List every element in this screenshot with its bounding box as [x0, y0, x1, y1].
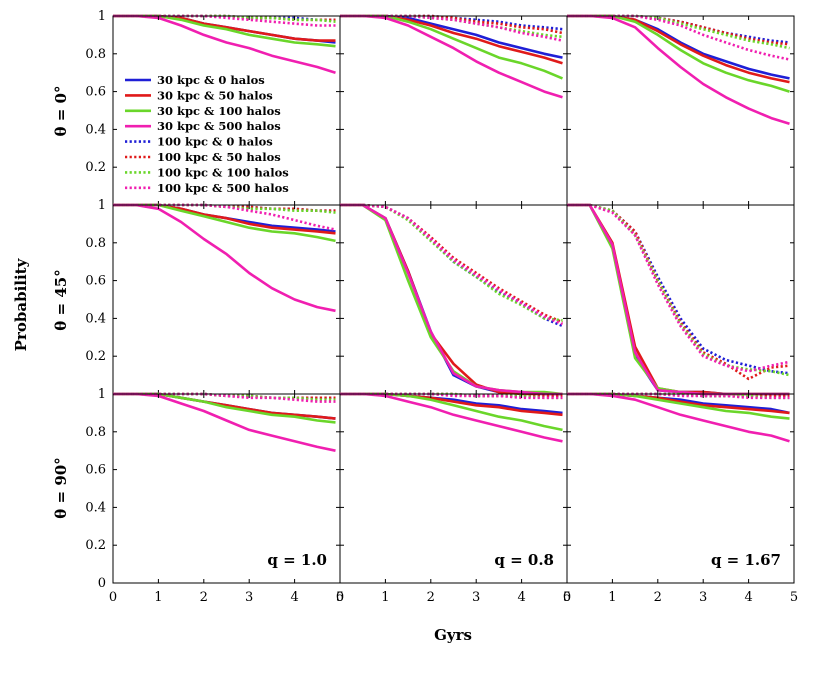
x-tick-label: 2: [654, 590, 662, 605]
y-tick-label: 0.2: [85, 538, 106, 553]
y-tick-label: 0.4: [85, 500, 106, 515]
legend-label: 30 kpc & 500 halos: [157, 119, 281, 133]
y-tick-label: 0.6: [85, 85, 106, 100]
series-line-r1c0-3: [113, 203, 336, 313]
x-tick-label: 3: [699, 590, 707, 605]
x-tick-label: 5: [563, 590, 571, 605]
panel-r1-c2: [566, 203, 795, 396]
legend-label: 100 kpc & 0 halos: [157, 135, 273, 149]
panel-frame: [339, 204, 568, 395]
x-tick-label: 5: [336, 590, 344, 605]
y-tick-label: 0.6: [85, 274, 106, 289]
legend-label: 100 kpc & 500 halos: [157, 181, 289, 195]
x-tick-label: 4: [517, 590, 525, 605]
panel-frame: [566, 204, 795, 395]
y-tick-label: 0.8: [85, 236, 106, 251]
series-line-r1c2-6: [567, 203, 790, 377]
series-line-r1c2-5: [567, 203, 790, 381]
y-tick-label: 0.2: [85, 160, 106, 175]
panel-r0-c0: 0.2 0.4 0.6 0.8 1: [85, 9, 341, 206]
legend-label: 30 kpc & 0 halos: [157, 73, 265, 87]
series-line-r1c2-7: [567, 203, 790, 373]
legend-entry-4: 100 kpc & 0 halos: [125, 135, 273, 149]
panels-layer: 0.2 0.4 0.6 0.8 1 0.2 0.4 0.6 0.8 1 0 0.2 0.4 0.6 0.8 1…: [85, 9, 798, 605]
x-tick-label: 4: [290, 590, 298, 605]
series-line-r0c2-2: [567, 14, 790, 93]
panel-frame: [339, 15, 568, 206]
legend-entry-7: 100 kpc & 500 halos: [125, 181, 289, 195]
row-label-2: θ = 90°: [52, 457, 70, 518]
y-tick-label: 0.2: [85, 349, 106, 364]
y-tick-label: 1: [98, 387, 106, 402]
panel-r1-c0: 0.2 0.4 0.6 0.8 1: [85, 198, 341, 395]
panel-r2-c0: 0 0.2 0.4 0.6 0.8 1 0 1 2 3 4 5: [85, 387, 344, 605]
series-line-r1c2-4: [567, 203, 790, 375]
series-line-r1c1-2: [340, 203, 563, 396]
panel-frame: [566, 393, 795, 584]
series-line-r1c2-3: [567, 203, 790, 396]
y-tick-label: 0.4: [85, 122, 106, 137]
x-tick-label: 3: [245, 590, 253, 605]
x-tick-label: 2: [427, 590, 435, 605]
legend-entry-6: 100 kpc & 100 halos: [125, 165, 289, 179]
series-line-r1c1-7: [340, 203, 564, 326]
row-label-0: θ = 0°: [52, 86, 70, 137]
panel-r0-c1: [339, 14, 568, 206]
y-tick-label: 1: [98, 198, 106, 213]
col-annotation-1: q = 0.8: [494, 551, 554, 569]
y-tick-label: 0.8: [85, 425, 106, 440]
y-tick-label: 0.6: [85, 463, 106, 478]
x-axis-label: Gyrs: [434, 626, 472, 644]
legend-label: 100 kpc & 50 halos: [157, 150, 281, 164]
legend-entry-1: 30 kpc & 50 halos: [125, 88, 273, 102]
legend-label: 100 kpc & 100 halos: [157, 165, 289, 179]
x-tick-label: 1: [608, 590, 616, 605]
x-tick-label: 0: [109, 590, 117, 605]
series-line-r1c1-5: [340, 203, 564, 324]
legend-entry-2: 30 kpc & 100 halos: [125, 104, 281, 118]
y-tick-label: 0: [98, 576, 106, 591]
series-line-r1c2-0: [567, 203, 790, 396]
x-tick-label: 3: [472, 590, 480, 605]
series-line-r1c1-6: [340, 203, 563, 322]
col-annotation-2: q = 1.67: [711, 551, 781, 569]
x-tick-label: 1: [381, 590, 389, 605]
panel-r1-c1: [339, 203, 568, 396]
panel-frame: [112, 204, 341, 395]
panel-r0-c2: [566, 14, 795, 206]
series-line-r1c2-2: [567, 203, 790, 396]
col-annotation-0: q = 1.0: [267, 551, 327, 569]
row-label-1: θ = 45°: [52, 269, 70, 330]
x-tick-label: 2: [200, 590, 208, 605]
y-tick-label: 0.8: [85, 47, 106, 62]
y-tick-label: 0.4: [85, 311, 106, 326]
x-tick-label: 5: [790, 590, 798, 605]
panel-r2-c2: 0 1 2 3 4 5: [563, 392, 798, 605]
legend-label: 30 kpc & 100 halos: [157, 104, 281, 118]
panel-r2-c1: 0 1 2 3 4 5: [336, 392, 571, 605]
y-tick-label: 1: [98, 9, 106, 24]
x-tick-label: 0: [563, 590, 571, 605]
series-line-r0c1-1: [340, 14, 563, 65]
y-axis-label: Probability: [12, 257, 30, 351]
x-tick-label: 4: [744, 590, 752, 605]
legend-entry-3: 30 kpc & 500 halos: [125, 119, 281, 133]
x-tick-label: 0: [336, 590, 344, 605]
legend-entry-5: 100 kpc & 50 halos: [125, 150, 281, 164]
x-tick-label: 1: [154, 590, 162, 605]
series-line-r0c2-4: [567, 14, 790, 44]
series-line-r1c2-1: [567, 203, 790, 396]
series-line-r1c1-3: [340, 203, 563, 396]
legend-label: 30 kpc & 50 halos: [157, 88, 273, 102]
legend-entry-0: 30 kpc & 0 halos: [125, 73, 265, 87]
series-line-r2c0-3: [113, 392, 336, 452]
